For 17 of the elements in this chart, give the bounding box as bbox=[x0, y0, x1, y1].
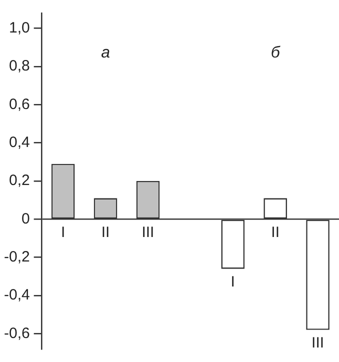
annotation: а bbox=[101, 44, 110, 62]
y-tick-label: -0,2 bbox=[4, 248, 30, 266]
y-tick-label: -0,4 bbox=[4, 286, 30, 304]
x-tick-label: I bbox=[60, 224, 66, 241]
x-tick-label: I bbox=[230, 273, 235, 290]
annotation: б bbox=[270, 44, 281, 62]
y-tick-label: 0 bbox=[22, 210, 30, 228]
y-tick-label: 0,8 bbox=[8, 58, 30, 75]
y-tick-label: 1,0 bbox=[8, 19, 30, 36]
x-tick-label: II bbox=[101, 224, 110, 241]
y-tick-label: 0,2 bbox=[8, 172, 30, 190]
y-tick-label: 0,4 bbox=[8, 134, 30, 151]
x-tick-label: II bbox=[271, 224, 280, 241]
x-tick-label: III bbox=[312, 334, 324, 352]
y-tick-label: -0,6 bbox=[4, 324, 30, 342]
x-tick-label: III bbox=[142, 224, 154, 241]
y-tick-label: 0,6 bbox=[8, 96, 30, 113]
